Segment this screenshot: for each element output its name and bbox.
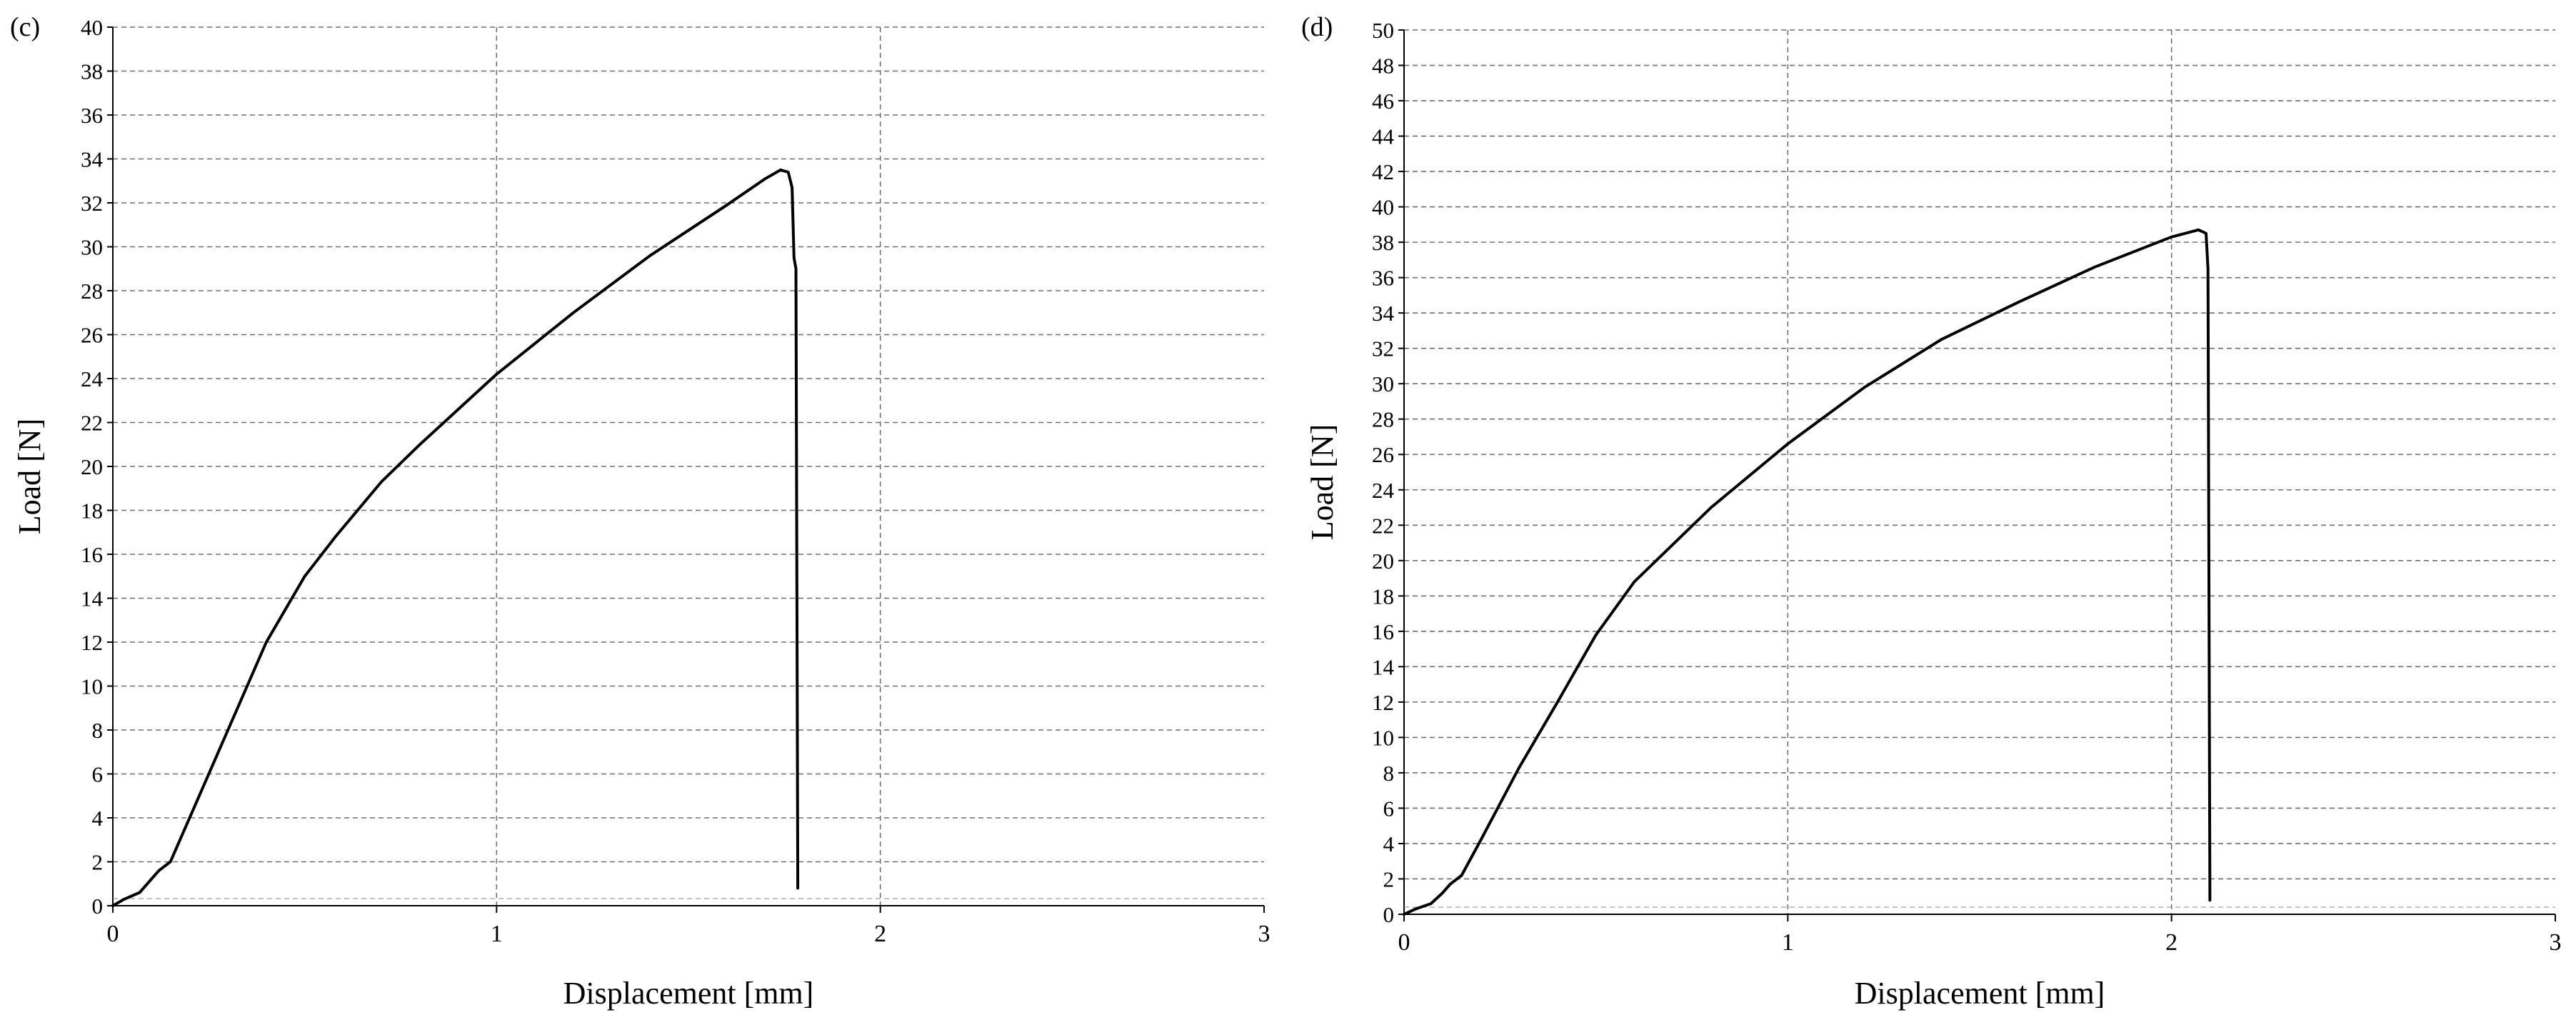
y-axis-label: Load [N]: [12, 419, 47, 535]
y-tick-label: 24: [1372, 478, 1395, 503]
y-tick-label: 26: [1372, 442, 1394, 467]
y-tick-label: 50: [1372, 18, 1394, 43]
y-tick-label: 44: [1372, 124, 1395, 149]
y-tick-label: 14: [1372, 654, 1395, 679]
x-axis-label: Displacement [mm]: [563, 976, 814, 1011]
panel-label: (d): [1301, 12, 1333, 42]
y-tick-label: 10: [81, 674, 103, 699]
y-tick-label: 12: [81, 630, 103, 655]
x-tick-label: 2: [874, 921, 886, 947]
y-tick-label: 40: [1372, 195, 1394, 220]
y-tick-label: 32: [1372, 336, 1394, 361]
y-tick-label: 4: [1383, 831, 1395, 856]
y-tick-label: 36: [81, 103, 103, 128]
y-tick-label: 34: [1372, 301, 1395, 326]
y-tick-label: 2: [92, 850, 104, 875]
y-tick-label: 16: [81, 542, 103, 567]
y-tick-label: 32: [81, 191, 103, 216]
chart-panel-1: 0246810121416182022242628303234363840424…: [1301, 12, 2562, 1011]
y-tick-label: 18: [81, 499, 103, 524]
y-tick-label: 28: [1372, 407, 1394, 432]
y-tick-label: 38: [1372, 230, 1394, 255]
y-tick-label: 46: [1372, 89, 1394, 114]
y-tick-label: 22: [1372, 513, 1394, 538]
y-tick-label: 38: [81, 59, 103, 84]
y-tick-label: 6: [92, 762, 104, 787]
y-tick-label: 34: [81, 147, 104, 172]
x-tick-label: 1: [491, 921, 503, 947]
y-tick-label: 8: [1383, 761, 1395, 786]
x-tick-label: 2: [2165, 929, 2177, 956]
y-tick-label: 30: [1372, 371, 1394, 396]
y-tick-label: 30: [81, 235, 103, 260]
y-tick-label: 26: [81, 323, 103, 348]
y-tick-label: 2: [1383, 866, 1395, 891]
y-tick-label: 42: [1372, 159, 1394, 184]
x-axis-label: Displacement [mm]: [1855, 976, 2105, 1011]
y-tick-label: 12: [1372, 690, 1394, 715]
y-tick-label: 6: [1383, 796, 1395, 821]
y-tick-label: 0: [1383, 902, 1395, 927]
y-tick-label: 20: [1372, 549, 1394, 574]
y-tick-label: 16: [1372, 619, 1394, 644]
x-tick-label: 3: [1258, 921, 1271, 947]
series-line-0: [111, 168, 800, 907]
y-tick-label: 8: [92, 718, 104, 743]
y-tick-label: 0: [92, 894, 104, 919]
y-tick-label: 22: [81, 411, 103, 436]
panel-label: (c): [10, 12, 40, 42]
y-tick-label: 48: [1372, 54, 1394, 79]
y-tick-label: 24: [81, 366, 104, 391]
x-tick-label: 0: [1398, 929, 1410, 956]
y-tick-label: 14: [81, 586, 104, 611]
y-axis-label: Load [N]: [1305, 424, 1340, 541]
x-tick-label: 3: [2550, 929, 2562, 956]
y-tick-label: 10: [1372, 725, 1394, 750]
y-tick-label: 40: [81, 15, 103, 40]
x-tick-label: 1: [1782, 929, 1794, 956]
series-line-0: [1403, 228, 2212, 916]
y-tick-label: 36: [1372, 266, 1394, 291]
y-tick-label: 20: [81, 454, 103, 479]
x-tick-label: 0: [107, 921, 119, 947]
y-tick-label: 4: [92, 806, 104, 831]
y-tick-label: 28: [81, 279, 103, 304]
y-tick-label: 18: [1372, 584, 1394, 609]
